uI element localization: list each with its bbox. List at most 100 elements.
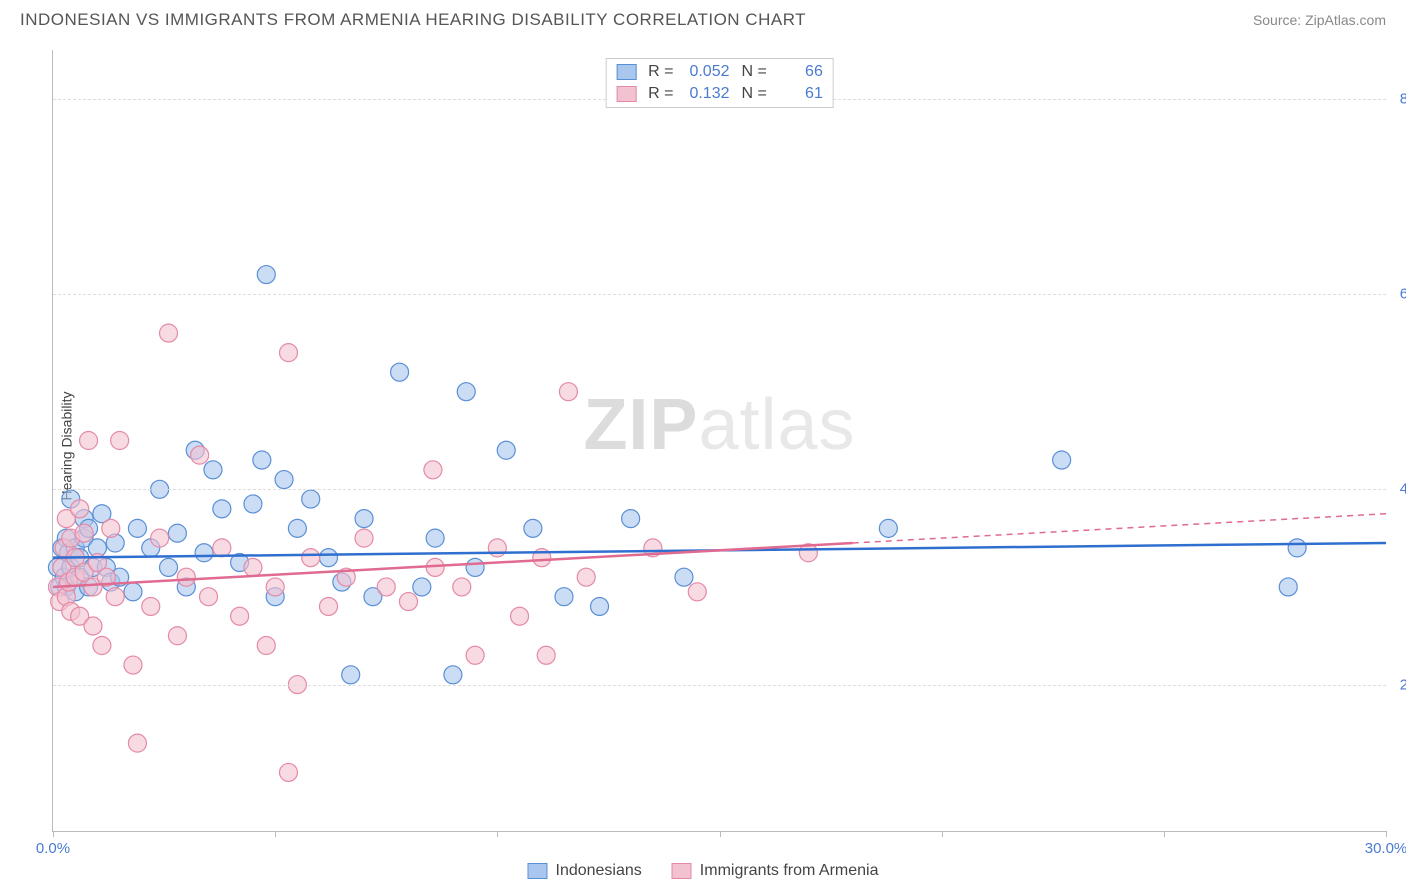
scatter-point	[204, 461, 222, 479]
scatter-point	[319, 597, 337, 615]
scatter-point	[453, 578, 471, 596]
scatter-point	[466, 558, 484, 576]
gridline-h	[53, 489, 1386, 490]
legend-bottom-label-1: Immigrants from Armenia	[700, 862, 879, 880]
scatter-point	[1053, 451, 1071, 469]
scatter-point	[555, 588, 573, 606]
chart-plot-area: ZIPatlas R = 0.052 N = 66 R = 0.132 N = …	[52, 50, 1386, 832]
scatter-point	[511, 607, 529, 625]
r-label: R =	[648, 63, 673, 81]
scatter-point	[488, 539, 506, 557]
scatter-point	[124, 583, 142, 601]
scatter-point	[457, 383, 475, 401]
y-tick-label: 2.0%	[1400, 676, 1406, 693]
legend-stats-row-0: R = 0.052 N = 66	[616, 61, 823, 83]
r-value-1: 0.132	[682, 85, 730, 103]
scatter-point	[424, 461, 442, 479]
y-tick-label: 8.0%	[1400, 90, 1406, 107]
x-tick	[1386, 831, 1387, 837]
scatter-point	[111, 432, 129, 450]
x-tick	[275, 831, 276, 837]
scatter-point	[93, 637, 111, 655]
scatter-point	[160, 324, 178, 342]
scatter-point	[279, 344, 297, 362]
scatter-point	[195, 544, 213, 562]
scatter-point	[71, 500, 89, 518]
scatter-point	[75, 524, 93, 542]
scatter-point	[675, 568, 693, 586]
legend-stats-box: R = 0.052 N = 66 R = 0.132 N = 61	[605, 58, 834, 108]
scatter-point	[102, 519, 120, 537]
scatter-point	[1288, 539, 1306, 557]
scatter-point	[160, 558, 178, 576]
scatter-point	[524, 519, 542, 537]
scatter-point	[128, 519, 146, 537]
x-tick	[1164, 831, 1165, 837]
scatter-point	[622, 510, 640, 528]
scatter-point	[279, 763, 297, 781]
scatter-point	[231, 607, 249, 625]
legend-bottom-swatch-0	[527, 863, 547, 879]
r-value-0: 0.052	[682, 63, 730, 81]
scatter-point	[377, 578, 395, 596]
scatter-point	[84, 617, 102, 635]
scatter-point	[168, 627, 186, 645]
legend-bottom-item-1: Immigrants from Armenia	[672, 862, 879, 880]
scatter-point	[213, 500, 231, 518]
legend-bottom-swatch-1	[672, 863, 692, 879]
r-label: R =	[648, 85, 673, 103]
legend-swatch-0	[616, 64, 636, 80]
n-value-1: 61	[775, 85, 823, 103]
scatter-point	[253, 451, 271, 469]
scatter-point	[559, 383, 577, 401]
x-tick-label: 30.0%	[1365, 840, 1406, 857]
scatter-point	[257, 637, 275, 655]
legend-bottom-item-0: Indonesians	[527, 862, 641, 880]
scatter-point	[213, 539, 231, 557]
scatter-point	[200, 588, 218, 606]
scatter-point	[266, 578, 284, 596]
scatter-point	[302, 490, 320, 508]
y-tick-label: 4.0%	[1400, 481, 1406, 498]
legend-swatch-1	[616, 86, 636, 102]
scatter-point	[288, 519, 306, 537]
scatter-point	[168, 524, 186, 542]
scatter-point	[275, 471, 293, 489]
scatter-point	[124, 656, 142, 674]
scatter-point	[444, 666, 462, 684]
x-tick	[720, 831, 721, 837]
plot-svg	[53, 50, 1386, 831]
scatter-point	[497, 441, 515, 459]
legend-bottom-label-0: Indonesians	[555, 862, 641, 880]
scatter-point	[177, 568, 195, 586]
scatter-point	[244, 495, 262, 513]
scatter-point	[688, 583, 706, 601]
scatter-point	[257, 266, 275, 284]
header-bar: INDONESIAN VS IMMIGRANTS FROM ARMENIA HE…	[0, 0, 1406, 35]
scatter-point	[355, 529, 373, 547]
scatter-point	[355, 510, 373, 528]
scatter-point	[399, 593, 417, 611]
gridline-h	[53, 685, 1386, 686]
y-tick-label: 6.0%	[1400, 286, 1406, 303]
legend-stats-row-1: R = 0.132 N = 61	[616, 83, 823, 105]
x-tick	[497, 831, 498, 837]
n-value-0: 66	[775, 63, 823, 81]
legend-bottom: Indonesians Immigrants from Armenia	[527, 862, 878, 880]
scatter-point	[426, 529, 444, 547]
scatter-point	[342, 666, 360, 684]
scatter-point	[1279, 578, 1297, 596]
scatter-point	[80, 432, 98, 450]
n-label: N =	[742, 85, 767, 103]
scatter-point	[537, 646, 555, 664]
scatter-point	[591, 597, 609, 615]
scatter-point	[191, 446, 209, 464]
trend-line-dashed	[853, 514, 1386, 543]
x-tick-label: 0.0%	[36, 840, 70, 857]
scatter-point	[466, 646, 484, 664]
scatter-point	[151, 529, 169, 547]
chart-title: INDONESIAN VS IMMIGRANTS FROM ARMENIA HE…	[20, 10, 806, 30]
x-tick	[53, 831, 54, 837]
scatter-point	[319, 549, 337, 567]
scatter-point	[413, 578, 431, 596]
